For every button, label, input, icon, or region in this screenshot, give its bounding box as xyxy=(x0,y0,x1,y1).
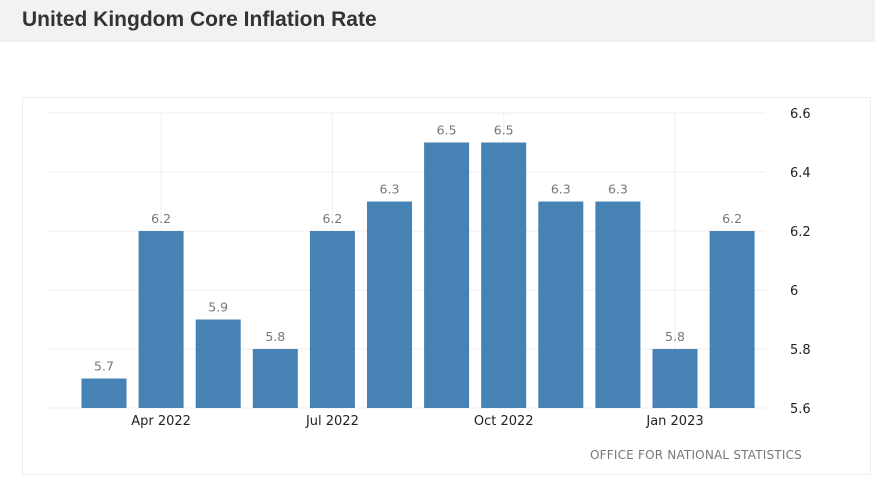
bar xyxy=(138,231,184,408)
bar xyxy=(309,231,355,408)
bar-value-label: 6.3 xyxy=(551,182,571,197)
bar xyxy=(481,142,527,408)
bar-value-label: 6.5 xyxy=(437,123,457,138)
bar xyxy=(538,201,584,408)
bar xyxy=(652,349,698,408)
header-bar: United Kingdom Core Inflation Rate xyxy=(0,0,875,42)
x-tick-label: Jul 2022 xyxy=(305,414,359,429)
bar xyxy=(81,378,127,408)
bar-value-label: 6.3 xyxy=(380,182,400,197)
y-tick-label: 5.6 xyxy=(790,402,811,417)
bar-value-label: 6.2 xyxy=(722,211,742,226)
x-tick-label: Apr 2022 xyxy=(131,414,191,429)
bar xyxy=(424,142,470,408)
y-tick-label: 6.2 xyxy=(790,225,811,240)
bar-value-label: 6.2 xyxy=(151,211,171,226)
chart-frame xyxy=(22,97,871,475)
y-tick-label: 5.8 xyxy=(790,343,811,358)
y-tick-label: 6 xyxy=(790,284,798,299)
y-tick-label: 6.6 xyxy=(790,107,811,122)
x-tick-label: Oct 2022 xyxy=(474,414,534,429)
bar-value-label: 6.5 xyxy=(494,123,514,138)
bar xyxy=(709,231,755,408)
source-label: OFFICE FOR NATIONAL STATISTICS xyxy=(590,448,802,462)
bar xyxy=(195,319,241,408)
bar-value-label: 6.3 xyxy=(608,182,628,197)
page-title: United Kingdom Core Inflation Rate xyxy=(22,8,377,31)
bar-value-label: 6.2 xyxy=(322,211,342,226)
y-tick-label: 6.4 xyxy=(790,166,811,181)
bar-value-label: 5.8 xyxy=(665,329,685,344)
bar xyxy=(595,201,641,408)
bar xyxy=(252,349,298,408)
bar xyxy=(367,201,412,408)
bar-value-label: 5.8 xyxy=(265,329,285,344)
bar-value-label: 5.7 xyxy=(94,359,114,374)
bar-value-label: 5.9 xyxy=(208,300,228,315)
x-tick-label: Jan 2023 xyxy=(645,414,703,429)
